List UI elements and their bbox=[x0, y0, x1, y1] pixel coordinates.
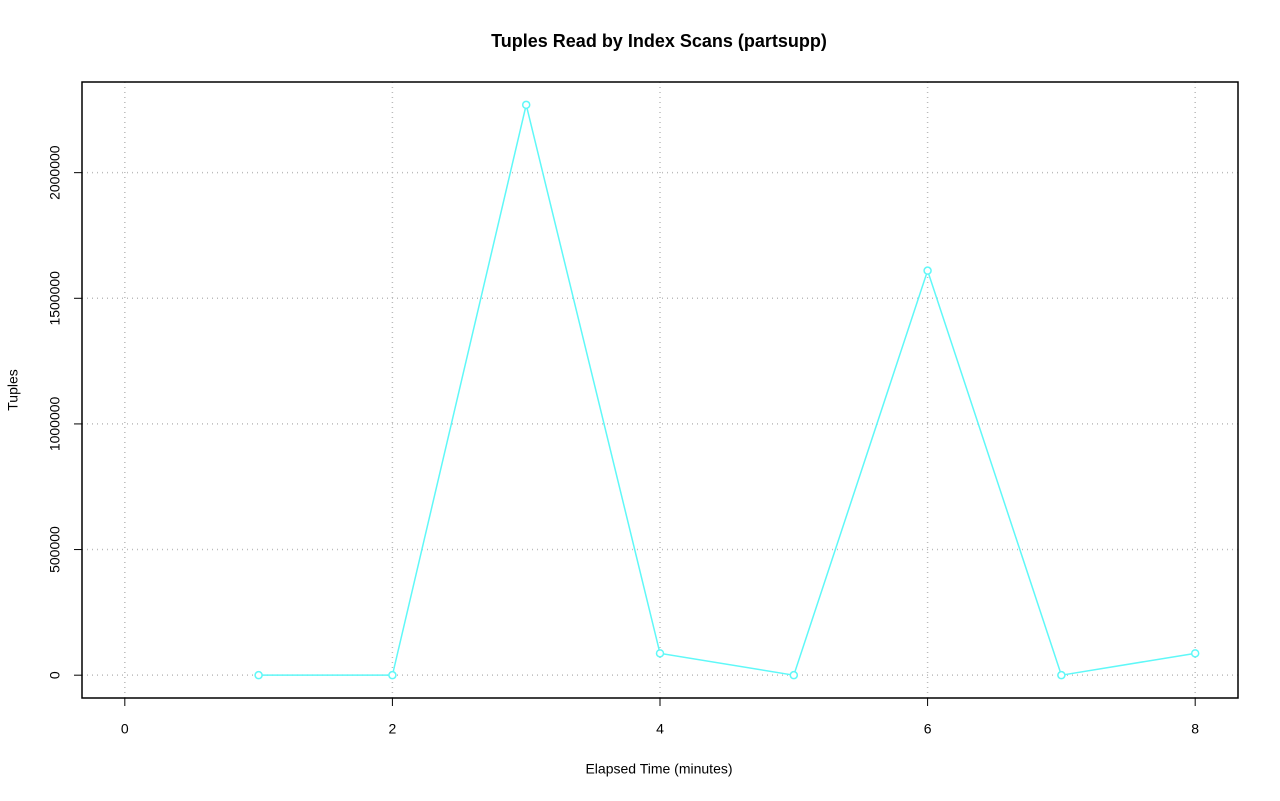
data-point bbox=[521, 100, 531, 110]
data-point bbox=[388, 670, 397, 680]
series-line bbox=[258, 104, 1196, 677]
x-tick-label: 8 bbox=[1191, 721, 1199, 737]
y-tick-label: 500000 bbox=[47, 526, 63, 573]
data-point bbox=[789, 670, 799, 680]
data-point bbox=[1190, 649, 1200, 658]
y-tick-label: 2000000 bbox=[47, 145, 63, 200]
x-tick-label: 6 bbox=[924, 721, 932, 737]
chart-title: Tuples Read by Index Scans (partsupp) bbox=[491, 31, 827, 51]
x-axis-label: Elapsed Time (minutes) bbox=[585, 761, 732, 777]
y-tick-label: 1000000 bbox=[47, 396, 63, 451]
y-tick-label: 0 bbox=[47, 671, 63, 679]
plot-frame bbox=[81, 81, 1239, 699]
data-point bbox=[923, 266, 932, 275]
y-tick-label: 1500000 bbox=[47, 271, 63, 326]
data-point bbox=[655, 649, 665, 658]
x-tick-label: 4 bbox=[656, 721, 664, 737]
x-tick-label: 0 bbox=[121, 721, 129, 737]
y-axis-label: Tuples bbox=[5, 369, 21, 411]
data-point bbox=[254, 670, 263, 680]
data-point bbox=[1057, 670, 1066, 680]
x-tick-label: 2 bbox=[389, 721, 397, 737]
